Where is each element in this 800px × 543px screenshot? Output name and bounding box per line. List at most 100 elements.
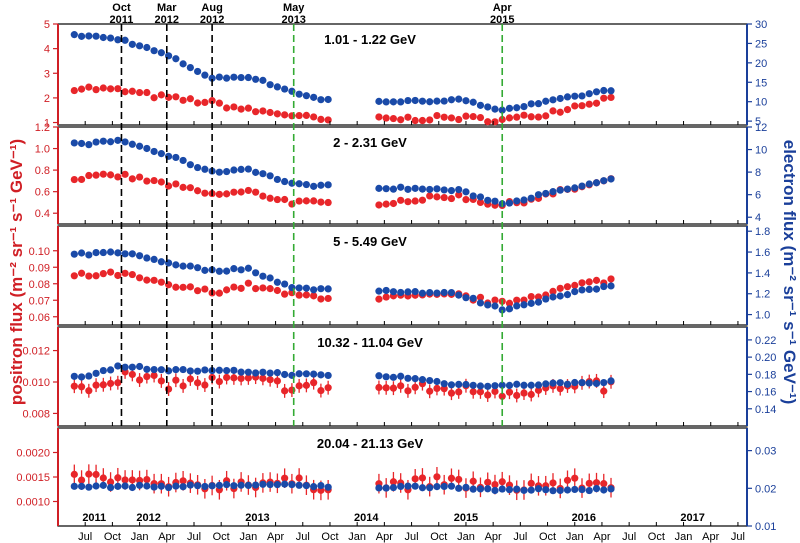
month-label: Apr xyxy=(702,531,719,543)
positron-point xyxy=(266,376,274,384)
electron-point xyxy=(411,288,419,296)
positron-point xyxy=(440,113,448,121)
electron-point xyxy=(455,185,463,194)
positron-point xyxy=(230,103,238,111)
positron-point xyxy=(404,113,412,121)
right-tick-label: 0.18 xyxy=(755,369,776,381)
electron-point xyxy=(186,262,194,270)
right-tick-label: 6 xyxy=(755,190,761,202)
electron-point xyxy=(310,182,318,190)
positron-point xyxy=(563,476,572,484)
month-label: Oct xyxy=(539,531,556,543)
electron-point xyxy=(549,188,557,196)
electron-point xyxy=(317,481,325,490)
positron-point xyxy=(592,276,601,284)
positron-point xyxy=(128,87,136,95)
positron-point xyxy=(106,171,115,179)
electron-point xyxy=(302,370,311,378)
electron-point xyxy=(215,168,223,176)
positron-point xyxy=(172,283,180,291)
electron-point xyxy=(462,294,470,302)
positron-point xyxy=(556,108,564,116)
electron-point xyxy=(252,269,260,277)
positron-point xyxy=(223,373,231,382)
electron-point xyxy=(121,36,129,44)
year-label: 2017 xyxy=(680,512,704,524)
electron-point xyxy=(295,284,303,292)
electron-point xyxy=(505,305,514,313)
electron-point xyxy=(513,197,521,205)
positron-point xyxy=(498,478,506,486)
positron-point xyxy=(201,381,209,389)
month-label: Oct xyxy=(104,531,121,543)
electron-point xyxy=(426,185,434,194)
positron-point xyxy=(520,389,528,397)
positron-point xyxy=(114,474,122,482)
electron-point xyxy=(259,368,267,376)
positron-point xyxy=(77,175,86,184)
positron-point xyxy=(484,478,492,486)
electron-point xyxy=(585,90,593,98)
positron-point xyxy=(106,268,115,276)
electron-point xyxy=(215,366,223,374)
positron-point xyxy=(128,476,136,484)
electron-point xyxy=(150,147,158,156)
electron-point xyxy=(106,34,115,42)
positron-point xyxy=(237,188,245,196)
positron-point xyxy=(411,475,419,483)
electron-point xyxy=(99,481,107,489)
positron-point xyxy=(201,98,209,107)
positron-point xyxy=(252,284,260,293)
electron-point xyxy=(85,141,93,149)
electron-point xyxy=(186,367,194,375)
electron-point xyxy=(121,250,129,258)
electron-point xyxy=(186,161,194,169)
electron-point xyxy=(542,380,550,388)
positron-point xyxy=(92,86,100,94)
right-tick-label: 0.14 xyxy=(755,404,776,416)
positron-point xyxy=(77,476,86,484)
positron-point xyxy=(571,102,579,110)
electron-point xyxy=(143,144,151,153)
positron-point xyxy=(179,183,187,191)
positron-point xyxy=(317,295,325,303)
positron-point xyxy=(70,86,78,95)
electron-point xyxy=(77,373,86,381)
positron-point xyxy=(259,192,267,200)
electron-point xyxy=(397,98,405,106)
left-tick-label: 0.4 xyxy=(35,208,50,220)
electron-point xyxy=(194,367,202,375)
right-tick-label: 1.4 xyxy=(755,268,770,280)
left-tick-label: 0.012 xyxy=(22,346,50,358)
positron-point xyxy=(426,192,434,200)
positron-point xyxy=(418,474,427,482)
positron-point xyxy=(237,284,245,292)
positron-point xyxy=(273,286,281,295)
electron-point xyxy=(527,194,535,202)
positron-point xyxy=(179,382,187,390)
positron-point xyxy=(208,97,216,105)
positron-point xyxy=(237,374,245,383)
electron-point xyxy=(513,485,521,493)
electron-point xyxy=(476,101,485,109)
positron-point xyxy=(295,382,303,390)
electron-point xyxy=(498,106,506,114)
electron-point xyxy=(469,294,477,302)
right-tick-label: 30 xyxy=(755,19,767,31)
positron-point xyxy=(244,104,252,112)
electron-point xyxy=(549,293,557,301)
marker-label-line: 2011 xyxy=(110,14,134,26)
electron-point xyxy=(77,32,86,40)
right-tick-label: 0.16 xyxy=(755,387,776,399)
positron-point xyxy=(447,114,456,122)
positron-point xyxy=(527,113,535,121)
electron-point xyxy=(172,366,180,374)
right-tick-label: 5 xyxy=(755,116,761,128)
electron-point xyxy=(592,379,601,388)
electron-point xyxy=(215,267,223,275)
marker-label-line: May xyxy=(283,2,305,14)
positron-point xyxy=(114,271,122,280)
electron-point xyxy=(230,366,238,374)
positron-point xyxy=(194,287,202,295)
month-label: Jan xyxy=(348,531,366,543)
